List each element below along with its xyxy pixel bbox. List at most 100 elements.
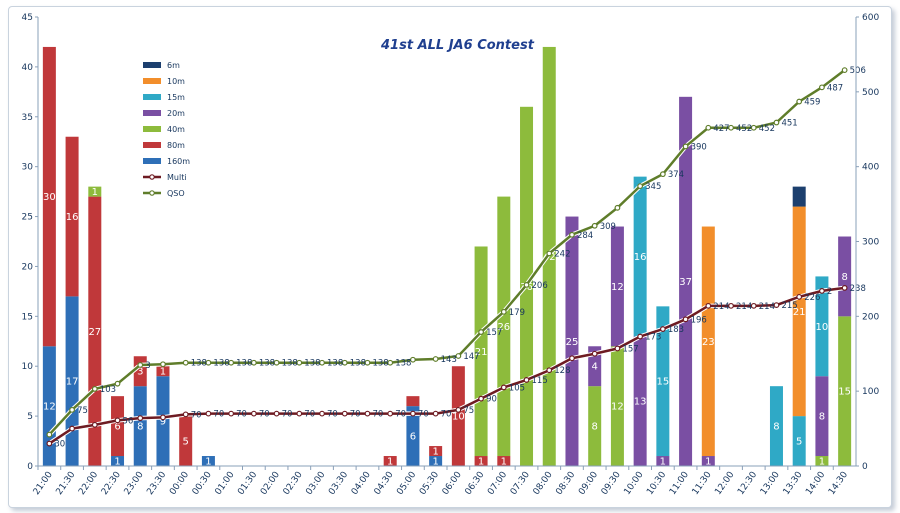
bar-data-label: 26 — [497, 322, 510, 333]
line-point-Multi — [410, 410, 416, 417]
line-data-label-QSO: 179 — [509, 308, 525, 318]
line-point-QSO — [228, 359, 235, 366]
bar-data-label: 4 — [592, 362, 598, 373]
right-tick-label: 500 — [862, 88, 879, 98]
x-tick-label: 10:30 — [645, 470, 668, 497]
line-data-label-QSO: 138 — [191, 359, 207, 369]
line-point-Multi — [160, 414, 166, 421]
line-point-QSO — [387, 359, 394, 366]
left-tick-label: 0 — [27, 462, 33, 472]
bar-segment-40m — [815, 456, 829, 466]
x-tick-label: 07:30 — [509, 470, 532, 497]
line-point-QSO — [319, 359, 325, 366]
line-point-Multi — [387, 410, 394, 417]
bar-data-label: 6 — [114, 422, 120, 433]
bar-segment-160m — [111, 456, 125, 466]
line-data-label-QSO: 459 — [804, 98, 820, 108]
line-data-label-QSO: 138 — [259, 359, 275, 369]
x-tick-label: 11:30 — [691, 470, 714, 497]
line-data-label-QSO: 147 — [463, 352, 479, 362]
left-tick-label: 40 — [22, 63, 34, 73]
line-data-label-Multi: 70 — [304, 410, 315, 420]
line-point-Multi — [455, 406, 462, 413]
bar-segment-20m — [610, 226, 624, 347]
bar-data-label: 1 — [501, 457, 507, 468]
bar-data-label: 42 — [543, 252, 556, 263]
bar-data-label: 5 — [183, 437, 189, 448]
line-point-QSO — [796, 98, 803, 105]
legend-label-80m: 80m — [167, 141, 185, 150]
line-point-QSO — [659, 171, 666, 178]
x-tick-label: 10:00 — [623, 470, 646, 497]
line-data-label-Multi: 70 — [372, 410, 383, 420]
legend-swatch-10m — [143, 78, 161, 84]
right-tick-label: 400 — [862, 163, 879, 173]
line-data-label-QSO: 506 — [850, 66, 866, 76]
right-tick-label: 100 — [862, 387, 879, 397]
line-point-Multi — [432, 410, 439, 417]
line-data-label-Multi: 70 — [236, 410, 247, 420]
line-point-Multi — [819, 287, 825, 294]
legend-label-10m: 10m — [167, 77, 185, 86]
line-data-label-Multi: 70 — [418, 410, 429, 420]
line-point-Multi — [228, 410, 235, 417]
bar-data-label: 3 — [137, 367, 143, 378]
bar-data-label: 21 — [793, 307, 806, 318]
line-point-Multi — [500, 384, 507, 391]
line-data-label-Multi: 70 — [191, 410, 202, 420]
line-point-Multi — [341, 410, 348, 417]
bar-segment-160m — [429, 456, 443, 466]
legend-label-20m: 20m — [167, 109, 185, 118]
line-point-Multi — [296, 410, 303, 417]
x-tick-label: 01:00 — [214, 470, 237, 497]
legend-swatch-6m — [143, 62, 161, 68]
legend-label-40m: 40m — [167, 125, 185, 134]
x-tick-label: 04:00 — [350, 470, 373, 497]
bar-segment-160m — [156, 376, 170, 466]
bar-data-label: 23 — [702, 337, 715, 348]
line-point-QSO — [69, 406, 75, 413]
left-tick-label: 5 — [27, 412, 33, 422]
line-point-QSO — [114, 380, 121, 387]
line-data-label-Multi: 70 — [395, 410, 406, 420]
line-data-label-Multi: 214 — [759, 302, 775, 312]
line-point-QSO — [478, 329, 484, 335]
line-point-QSO — [182, 359, 189, 366]
line-series-QSO — [48, 69, 846, 436]
x-tick-label: 14:00 — [804, 470, 827, 497]
line-data-label-QSO: 138 — [327, 359, 343, 369]
line-point-Multi — [364, 410, 371, 417]
line-point-QSO — [546, 250, 553, 257]
bar-segment-40m — [588, 386, 602, 466]
bar-data-label: 1 — [432, 457, 438, 468]
line-data-label-Multi: 70 — [213, 410, 224, 420]
line-point-QSO — [250, 359, 257, 366]
line-point-QSO — [205, 359, 212, 366]
legend-label-QSO: QSO — [167, 189, 185, 198]
line-point-Multi — [250, 410, 257, 417]
x-tick-label: 23:00 — [123, 470, 146, 497]
bar-segment-10m — [792, 206, 806, 417]
line-point-QSO — [569, 231, 575, 238]
bar-segment-20m — [838, 236, 852, 317]
legend-label-6m: 6m — [167, 61, 180, 70]
x-tick-label: 02:30 — [282, 470, 305, 497]
bar-segment-160m — [65, 296, 79, 466]
bar-segment-20m — [679, 96, 693, 467]
line-data-label-QSO: 309 — [600, 222, 616, 232]
line-point-Multi — [319, 410, 325, 417]
bar-segment-80m — [42, 46, 56, 347]
bar-segment-80m — [111, 396, 125, 457]
bar-segment-80m — [406, 396, 420, 407]
line-data-label-Multi: 90 — [486, 395, 497, 405]
line-data-label-Multi: 115 — [532, 376, 548, 386]
line-data-label-Multi: 157 — [622, 345, 638, 355]
bar-data-label: 12 — [43, 402, 56, 413]
line-data-label-QSO: 452 — [736, 124, 752, 134]
line-point-Multi — [205, 410, 212, 417]
left-tick-label: 30 — [22, 163, 34, 173]
bar-segment-80m — [156, 366, 170, 377]
line-data-label-QSO: 345 — [645, 182, 661, 192]
x-tick-label: 06:00 — [441, 470, 464, 497]
